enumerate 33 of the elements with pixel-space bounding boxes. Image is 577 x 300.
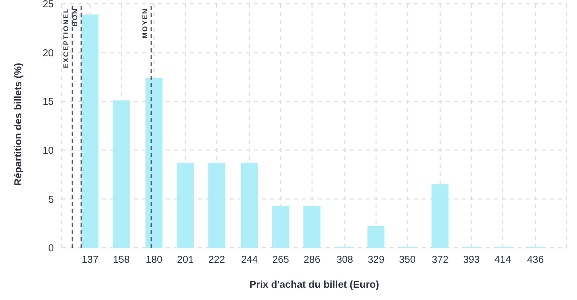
x-tick-label: 180	[146, 255, 164, 266]
x-tick-label: 244	[241, 255, 258, 266]
bar	[241, 163, 258, 248]
bar	[272, 206, 290, 248]
y-tick-label: 0	[48, 244, 54, 255]
x-tick-label: 158	[113, 255, 130, 266]
bar	[112, 100, 130, 248]
x-axis-title: Prix d'achat du billet (Euro)	[250, 280, 380, 291]
bar	[177, 163, 194, 248]
x-tick-label: 286	[304, 255, 322, 266]
x-tick-label: 329	[368, 255, 386, 266]
y-tick-label: 10	[42, 146, 54, 157]
bar	[146, 78, 163, 248]
x-tick-label: 393	[463, 255, 480, 266]
x-tick-label: 436	[527, 255, 544, 266]
x-tick-label: 372	[432, 255, 450, 266]
x-tick-label: 222	[208, 255, 226, 266]
x-tick-label: 308	[336, 255, 354, 266]
x-tick-label: 201	[177, 255, 194, 266]
x-tick-label: 137	[82, 255, 100, 266]
y-axis-title: Répartition des billets (%)	[14, 63, 25, 186]
bar	[432, 184, 449, 248]
y-tick-label: 15	[42, 97, 54, 108]
bar	[82, 14, 99, 248]
y-tick-label: 5	[48, 194, 54, 206]
bar	[368, 226, 385, 248]
bar	[208, 163, 226, 248]
x-tick-label: 265	[272, 255, 290, 266]
bar	[304, 206, 321, 248]
y-tick-label: 25	[42, 0, 54, 11]
x-tick-label: 414	[494, 255, 512, 266]
x-tick-label: 350	[399, 255, 416, 266]
y-tick-label: 20	[42, 48, 54, 60]
